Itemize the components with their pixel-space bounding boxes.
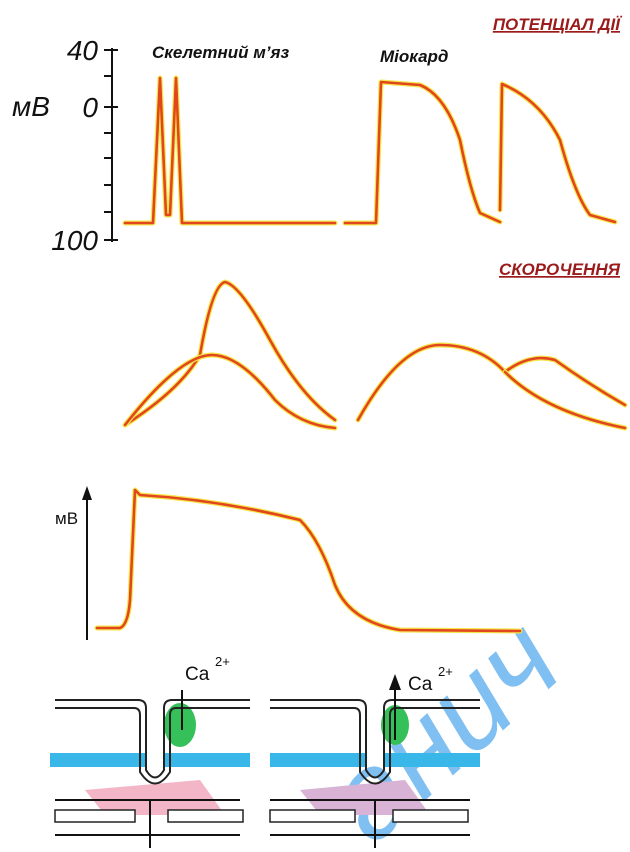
section-title: СКОРОЧЕННЯ xyxy=(499,260,621,279)
tick-label: 100 xyxy=(51,225,98,256)
contraction-curves xyxy=(122,279,628,431)
panel-label: Міокард xyxy=(380,47,448,66)
ion-label: Ca xyxy=(408,674,433,695)
ion-charge: 2+ xyxy=(438,664,453,679)
panel-label: Скелетний м’яз xyxy=(152,43,290,62)
axis-arrow xyxy=(82,486,92,500)
axis-label: мВ xyxy=(55,509,78,528)
ion-diagram: Ca 2+ xyxy=(50,654,250,848)
ion-label: Ca xyxy=(185,664,210,685)
action-potential xyxy=(94,487,523,634)
ion-charge: 2+ xyxy=(215,654,230,669)
axis-unit: мВ xyxy=(12,91,50,122)
tick-label: 0 xyxy=(82,92,98,123)
ticks xyxy=(104,49,118,241)
action-potentials xyxy=(122,75,618,226)
section-title: ПОТЕНЦІАЛ ДІЇ xyxy=(493,15,622,34)
tick-label: 40 xyxy=(67,35,99,66)
ion-diagram: Ca 2+ xyxy=(269,664,480,848)
